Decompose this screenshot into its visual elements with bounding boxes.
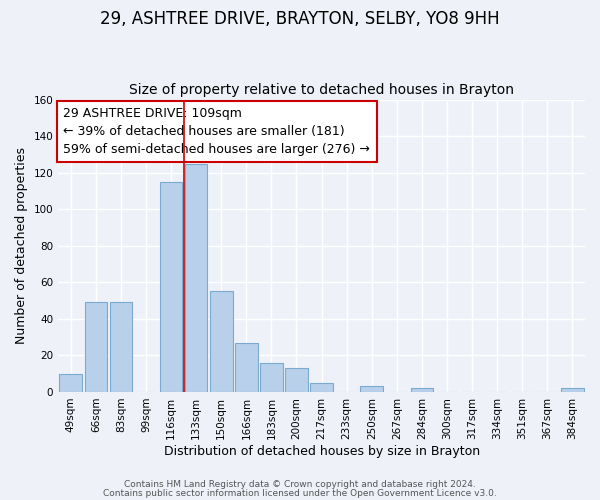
Bar — [361, 386, 383, 392]
Bar — [59, 374, 82, 392]
Bar — [285, 368, 308, 392]
Bar — [160, 182, 182, 392]
Bar — [185, 164, 208, 392]
Bar — [561, 388, 584, 392]
Bar — [410, 388, 433, 392]
Text: 29, ASHTREE DRIVE, BRAYTON, SELBY, YO8 9HH: 29, ASHTREE DRIVE, BRAYTON, SELBY, YO8 9… — [100, 10, 500, 28]
Bar — [235, 342, 257, 392]
Bar — [110, 302, 132, 392]
Text: Contains public sector information licensed under the Open Government Licence v3: Contains public sector information licen… — [103, 488, 497, 498]
X-axis label: Distribution of detached houses by size in Brayton: Distribution of detached houses by size … — [164, 444, 479, 458]
Bar — [310, 383, 333, 392]
Y-axis label: Number of detached properties: Number of detached properties — [15, 148, 28, 344]
Bar — [85, 302, 107, 392]
Bar — [210, 292, 233, 392]
Bar — [260, 362, 283, 392]
Text: 29 ASHTREE DRIVE: 109sqm
← 39% of detached houses are smaller (181)
59% of semi-: 29 ASHTREE DRIVE: 109sqm ← 39% of detach… — [64, 107, 370, 156]
Text: Contains HM Land Registry data © Crown copyright and database right 2024.: Contains HM Land Registry data © Crown c… — [124, 480, 476, 489]
Title: Size of property relative to detached houses in Brayton: Size of property relative to detached ho… — [129, 83, 514, 97]
